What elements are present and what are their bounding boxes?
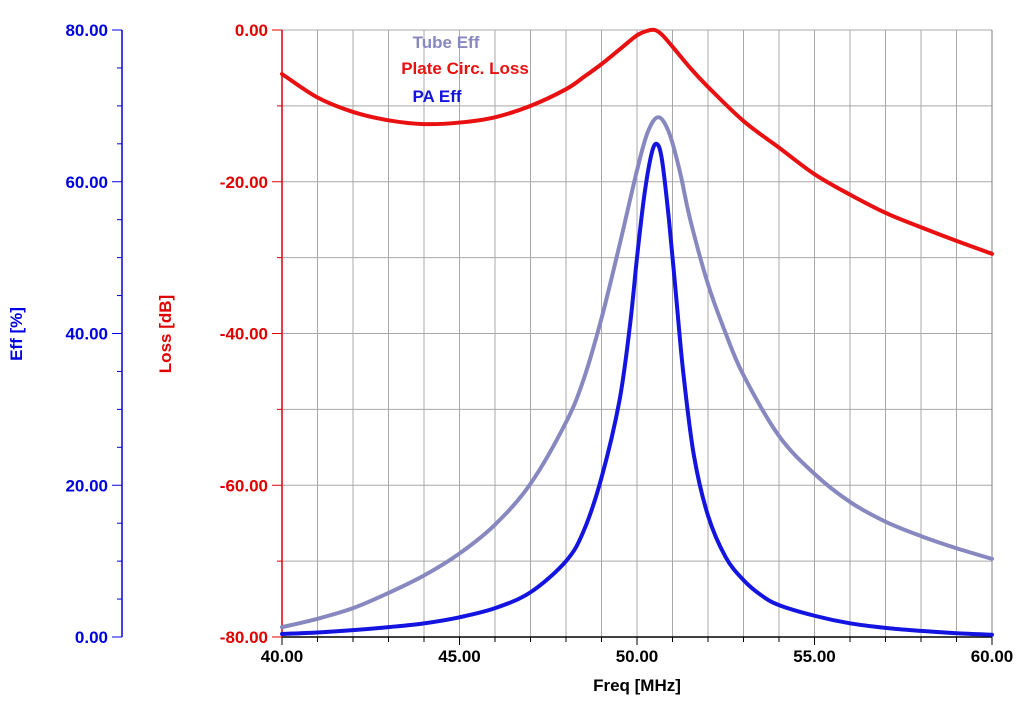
eff-tick-label: 20.00 (65, 476, 108, 495)
legend-tube-eff: Tube Eff (413, 33, 480, 52)
tick-labels: 40.00 45.00 50.00 55.00 60.00 0.00 20.00 40.00 6… (65, 21, 1013, 666)
legend-plate-circ-loss: Plate Circ. Loss (401, 59, 529, 78)
axes (112, 29, 993, 645)
loss-tick-label: -80.00 (220, 628, 268, 647)
eff-tick-label: 0.00 (75, 628, 108, 647)
series-tube-eff-line (280, 115, 994, 630)
loss-tick-label: 0.00 (235, 21, 268, 40)
x-tick-label: 55.00 (793, 647, 836, 666)
eff-tick-label: 80.00 (65, 21, 108, 40)
series-lines (280, 27, 994, 637)
loss-tick-label: -60.00 (220, 476, 268, 495)
loss-tick-label: -20.00 (220, 173, 268, 192)
eff-tick-label: 60.00 (65, 173, 108, 192)
series-pa-eff-line (280, 141, 994, 637)
eff-axis-title: Eff [%] (7, 307, 26, 361)
x-axis-title: Freq [MHz] (593, 676, 681, 695)
loss-axis-title: Loss [dB] (156, 295, 175, 373)
loss-tick-label: -40.00 (220, 325, 268, 344)
x-tick-label: 50.00 (616, 647, 659, 666)
x-tick-label: 60.00 (971, 647, 1014, 666)
eff-tick-label: 40.00 (65, 325, 108, 344)
x-tick-label: 40.00 (261, 647, 304, 666)
legend-pa-eff: PA Eff (412, 87, 461, 106)
series-plate-circ-loss-line (280, 27, 994, 256)
x-tick-label: 45.00 (438, 647, 481, 666)
